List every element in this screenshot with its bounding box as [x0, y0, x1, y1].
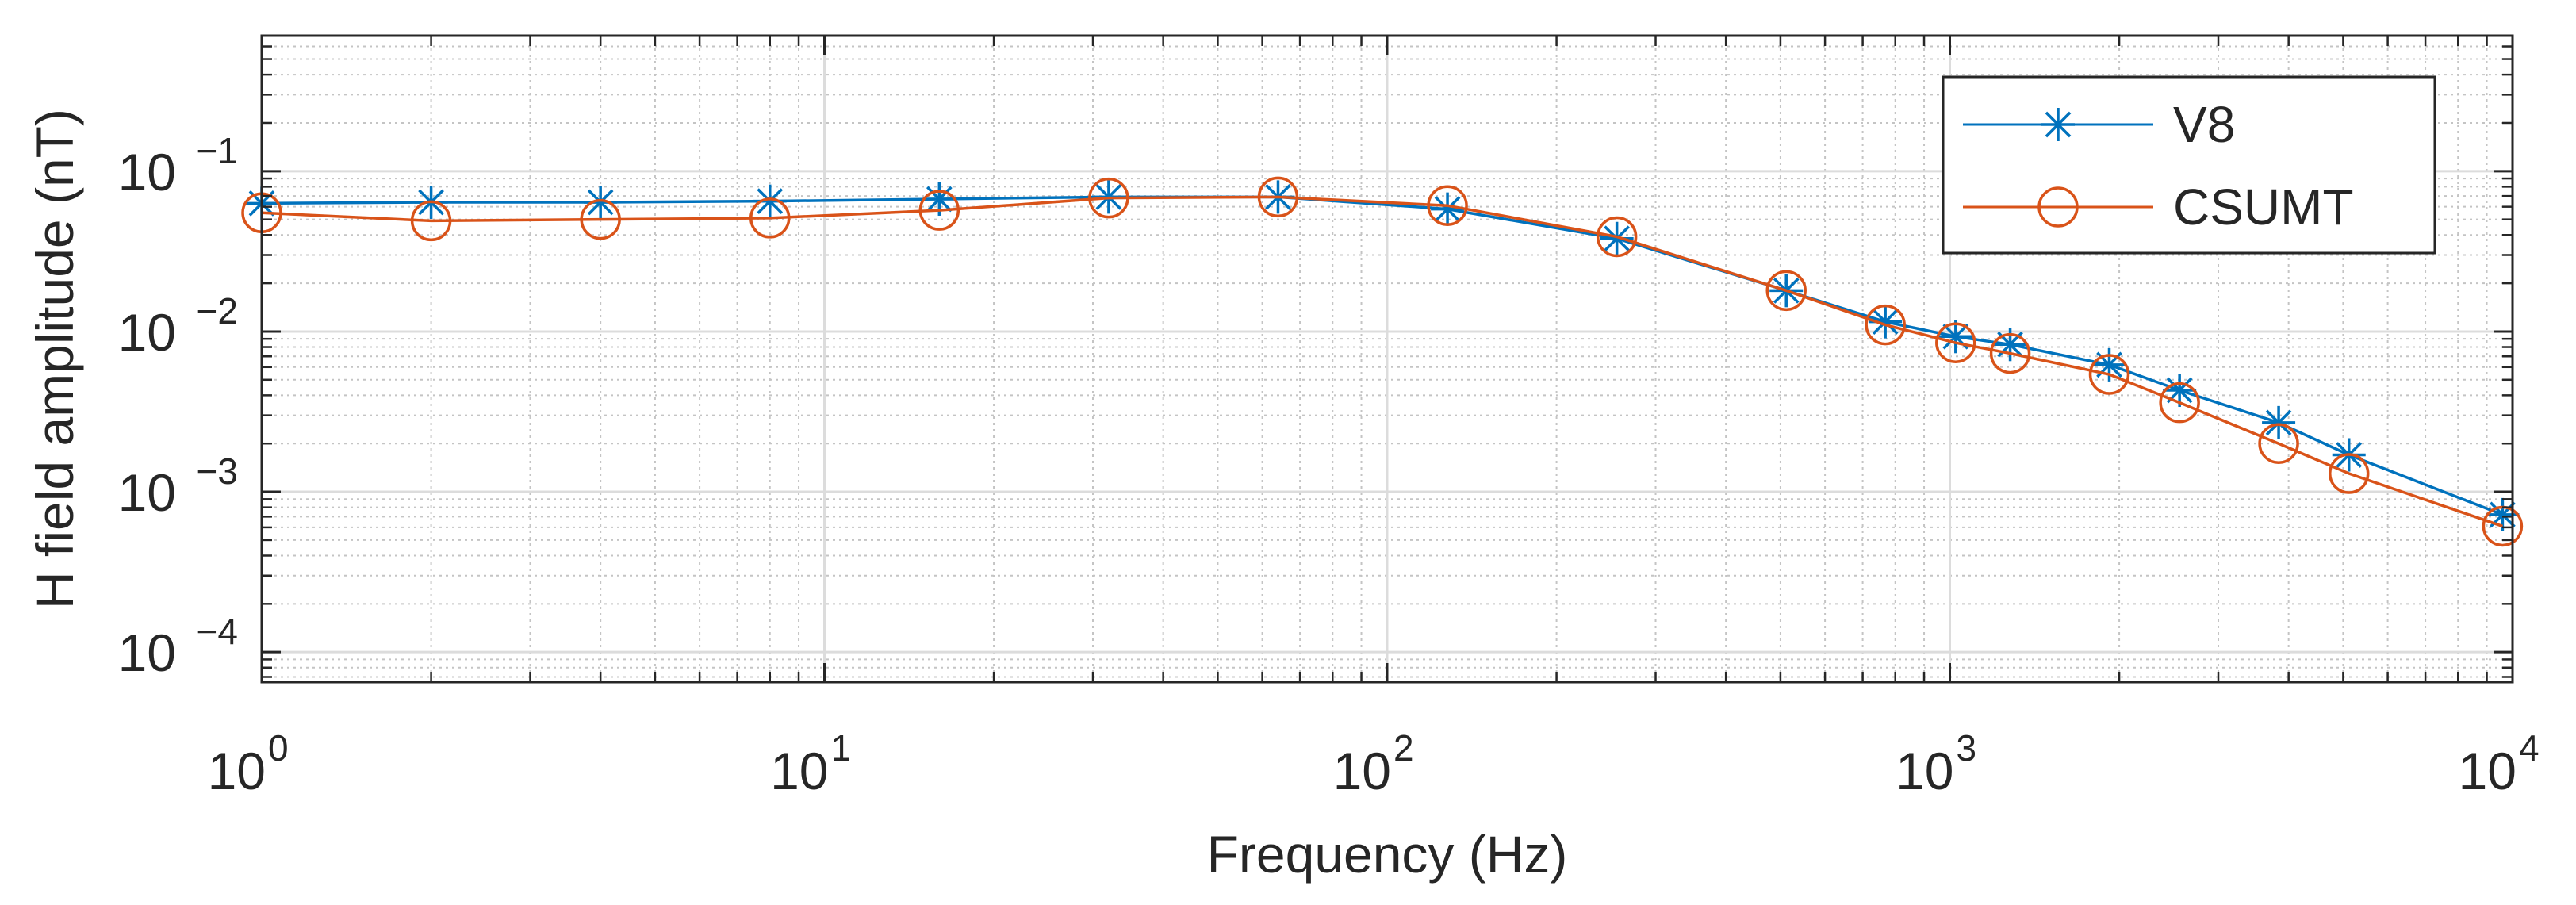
- x-tick-exponent: 1: [831, 727, 852, 769]
- asterisk-stroke: [587, 189, 614, 216]
- legend-marker-v8: [2041, 108, 2075, 141]
- x-tick-exponent: 0: [268, 727, 289, 769]
- y-tick-label: 10: [118, 463, 176, 522]
- data-point-csumt: [749, 197, 791, 239]
- legend-asterisk: [2041, 108, 2075, 141]
- data-point-csumt: [580, 198, 621, 240]
- data-point-csumt: [1765, 270, 1807, 312]
- data-point-csumt: [918, 190, 960, 231]
- data-point-csumt: [1989, 332, 2031, 374]
- data-point-v8: [2262, 405, 2296, 439]
- y-tick-exponent: −4: [197, 611, 238, 652]
- asterisk-stroke: [2265, 409, 2292, 436]
- data-point-csumt: [1596, 216, 1638, 258]
- data-point-csumt: [1427, 185, 1468, 226]
- axes-box: [260, 34, 2514, 684]
- x-tick-exponent: 2: [1393, 727, 1414, 769]
- data-point-csumt: [2328, 453, 2370, 494]
- x-tick-exponent: 3: [1957, 727, 1977, 769]
- x-tick-label: 10: [1896, 742, 1953, 800]
- data-point-csumt: [1865, 304, 1906, 346]
- data-point-csumt: [410, 200, 452, 242]
- data-point-csumt: [2088, 354, 2130, 395]
- y-tick-label: 10: [118, 303, 176, 362]
- y-tick-label: 10: [118, 143, 176, 201]
- data-point-csumt: [1257, 176, 1299, 218]
- axis-ticks: [260, 36, 2513, 682]
- data-point-v8: [2486, 497, 2520, 531]
- data-point-csumt: [1088, 177, 1129, 219]
- x-tick-labels: 10 0 10 1 10 2 10 3 10 4: [208, 727, 2540, 800]
- data-point-v8: [2092, 347, 2126, 382]
- asterisk-stroke: [757, 188, 784, 214]
- legend-label-v8: V8: [2173, 96, 2235, 153]
- y-axis-label: H field amplitude (nT): [25, 109, 84, 609]
- legend: V8 CSUMT: [1942, 75, 2436, 255]
- x-tick-label: 10: [208, 742, 266, 800]
- data-point-v8: [922, 182, 956, 216]
- y-tick-exponent: −2: [197, 290, 238, 332]
- asterisk-stroke: [2045, 111, 2072, 138]
- minor-grid: [262, 36, 2513, 682]
- data-point-csumt: [2258, 423, 2299, 464]
- data-point-v8: [584, 185, 618, 219]
- asterisk-stroke: [1604, 225, 1631, 252]
- x-tick-label: 10: [2459, 742, 2517, 800]
- legend-circle: [2037, 186, 2079, 228]
- data-point-v8: [753, 184, 787, 218]
- data-point-v8: [1431, 192, 1465, 226]
- data-point-csumt: [1935, 322, 1976, 363]
- x-axis-label: Frequency (Hz): [1207, 825, 1568, 884]
- data-point-csumt: [2159, 382, 2200, 424]
- legend-label-csumt: CSUMT: [2173, 178, 2354, 236]
- y-tick-exponent: −3: [197, 451, 238, 492]
- y-tick-exponent: −1: [197, 130, 238, 171]
- asterisk-stroke: [1872, 309, 1899, 336]
- asterisk-stroke: [1942, 323, 1969, 350]
- x-tick-label: 10: [770, 742, 828, 800]
- asterisk-stroke: [1434, 196, 1461, 222]
- asterisk-stroke: [926, 186, 953, 213]
- x-tick-exponent: 4: [2519, 727, 2540, 769]
- y-tick-label: 10: [118, 623, 176, 682]
- legend-marker-csumt: [2037, 186, 2079, 228]
- data-point-v8: [1869, 305, 1903, 339]
- y-tick-labels: −4 10 −3 10 −2 10 −1 10: [118, 130, 238, 682]
- data-point-v8: [1600, 221, 1634, 255]
- legend-box: [1942, 75, 2436, 255]
- x-tick-label: 10: [1333, 742, 1391, 800]
